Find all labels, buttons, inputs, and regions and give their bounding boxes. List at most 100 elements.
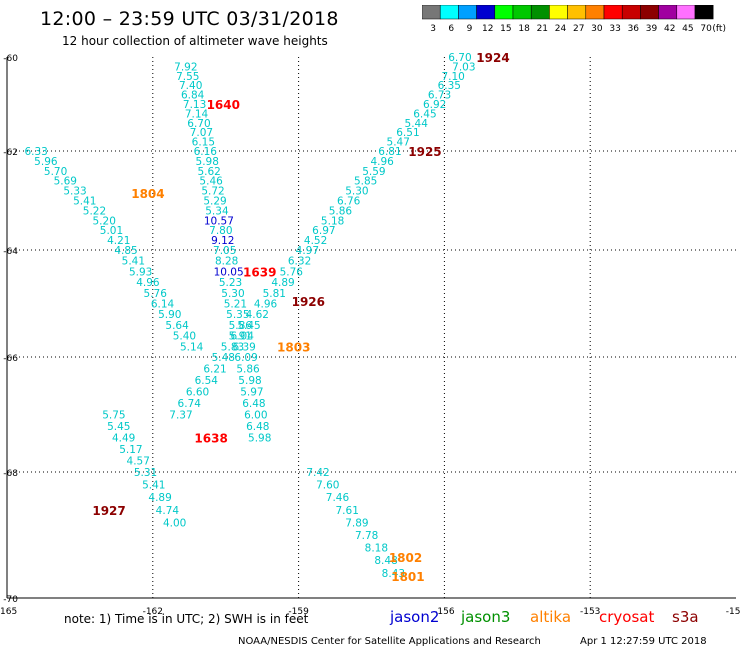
wave-height-reading: 4.52: [304, 235, 327, 247]
wave-height-reading: 5.29: [203, 196, 226, 208]
wave-height-reading: 5.59: [362, 166, 385, 178]
wave-height-reading: 5.33: [63, 186, 86, 198]
wave-height-reading: 6.92: [423, 99, 446, 111]
wave-height-reading: 5.14: [180, 341, 204, 353]
scale-label: 12: [482, 24, 493, 33]
wave-height-reading: 5.69: [54, 176, 77, 188]
wave-height-reading: 5.22: [83, 205, 106, 217]
wave-height-reading: 5.17: [119, 444, 142, 456]
wave-height-reading: 6.70: [187, 118, 210, 130]
wave-height-reading: 5.01: [100, 225, 123, 237]
track-time-label: 1638: [194, 432, 227, 446]
legend-s3a: s3a: [672, 608, 699, 626]
scale-label: 42: [664, 24, 675, 33]
wave-height-reading: 10.57: [204, 215, 234, 227]
wave-height-reading: 5.93: [129, 266, 152, 278]
y-tick-label: -70: [3, 595, 18, 605]
wave-height-reading: 7.13: [183, 99, 206, 111]
wave-height-reading: 5.46: [199, 176, 223, 188]
wave-height-reading: 6.14: [151, 299, 175, 311]
wave-height-reading: 7.89: [345, 517, 368, 529]
track-time-label: 1925: [408, 145, 441, 159]
wave-height-reading: 5.86: [236, 364, 260, 376]
x-tick-label: -159: [288, 607, 309, 617]
wave-height-reading: 7.61: [336, 505, 359, 517]
track-time-label: 1640: [207, 98, 240, 112]
timestamp-text: Apr 1 12:27:59 UTC 2018: [580, 636, 707, 647]
wave-height-reading: 5.40: [173, 331, 196, 343]
scale-label: 27: [573, 24, 584, 33]
wave-height-reading: 7.14: [185, 108, 209, 120]
legend-altika: altika: [530, 608, 572, 626]
x-tick-label: -156: [434, 607, 455, 617]
scale-label: 3: [430, 24, 436, 33]
wave-height-reading: 5.35: [226, 309, 249, 321]
wave-height-reading: 5.76: [144, 288, 168, 300]
wave-height-reading: 5.45: [107, 421, 130, 433]
scale-label: 33: [609, 24, 620, 33]
x-tick-label: -153: [580, 607, 600, 617]
wave-height-reading: 6.45: [413, 108, 436, 120]
map-subtitle: 12 hour collection of altimeter wave hei…: [62, 34, 328, 48]
wave-height-reading: 6.39: [232, 341, 255, 353]
scale-label: 24: [555, 24, 567, 33]
wave-height-reading: 4.89: [148, 492, 171, 504]
wave-height-reading: 5.21: [224, 299, 247, 311]
wave-height-reading: 5.98: [196, 156, 219, 168]
wave-height-reading: 8.48: [374, 555, 397, 567]
wave-height-reading: 5.41: [142, 480, 165, 492]
wave-height-reading: 6.32: [288, 256, 311, 268]
wave-height-reading: 7.40: [179, 80, 202, 92]
scale-label: 21: [537, 24, 548, 33]
wave-height-reading: 5.76: [280, 266, 304, 278]
scale-label: 45: [682, 24, 693, 33]
wave-height-reading: 5.48: [212, 352, 235, 364]
wave-height-reading: 6.48: [242, 398, 265, 410]
track-time-label: 1639: [243, 265, 276, 279]
wave-height-reading: 6.73: [428, 90, 451, 102]
wave-height-reading: 5.97: [240, 387, 263, 399]
scale-label: 15: [500, 24, 511, 33]
wave-height-reading: 5.91: [229, 331, 252, 343]
wave-height-reading: 8.18: [365, 543, 388, 555]
wave-height-reading: 5.18: [321, 215, 344, 227]
y-tick-label: -62: [3, 148, 18, 158]
wave-height-reading: 6.15: [192, 137, 215, 149]
wave-height-reading: 5.96: [34, 156, 58, 168]
wave-height-reading: 6.51: [396, 127, 419, 139]
wave-height-reading: 4.21: [107, 235, 130, 247]
wave-height-reading: 4.96: [136, 277, 160, 289]
wave-height-reading: 5.64: [165, 320, 189, 332]
wave-height-reading: 9.12: [211, 235, 234, 247]
wave-height-reading: 5.70: [44, 166, 67, 178]
wave-height-reading: 5.81: [263, 288, 286, 300]
wave-height-reading: 5.86: [229, 320, 253, 332]
wave-height-reading: 5.30: [221, 288, 244, 300]
wave-height-reading: 5.98: [238, 375, 261, 387]
y-tick-label: -60: [3, 54, 18, 64]
scale-label: 30: [591, 24, 603, 33]
wave-height-reading: 7.10: [441, 71, 464, 83]
wave-height-reading: 5.72: [201, 186, 224, 198]
legend-jason2: jason2: [390, 608, 440, 626]
wave-height-reading: 7.42: [306, 467, 329, 479]
wave-height-reading: 6.33: [24, 146, 47, 158]
wave-height-reading: 4.89: [271, 277, 294, 289]
wave-height-reading: 4.96: [370, 156, 394, 168]
wave-height-reading: 4.74: [156, 505, 180, 517]
wave-height-reading: 5.45: [237, 320, 260, 332]
wave-height-reading: 5.31: [134, 467, 157, 479]
y-tick-label: -64: [3, 247, 18, 257]
scale-label: 6: [448, 24, 454, 33]
track-time-label: 1926: [292, 295, 325, 309]
wave-height-reading: 7.07: [190, 127, 213, 139]
wave-height-reading: 6.04: [231, 331, 255, 343]
wave-height-reading: 5.41: [122, 256, 145, 268]
wave-height-reading: 7.55: [176, 71, 199, 83]
wave-height-reading: 6.16: [194, 146, 218, 158]
wave-height-reading: 5.98: [248, 433, 271, 445]
wave-height-reading: 4.97: [296, 245, 319, 257]
wave-height-reading: 6.48: [246, 421, 269, 433]
wave-height-reading: 10.05: [214, 266, 244, 278]
